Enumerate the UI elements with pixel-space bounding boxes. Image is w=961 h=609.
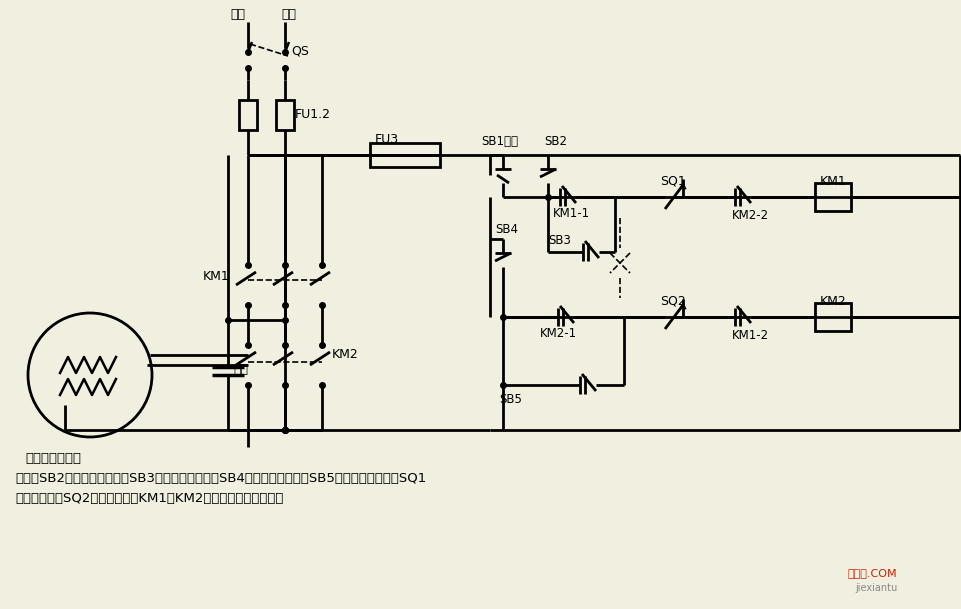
Bar [814,183,850,211]
Text: SB1停止: SB1停止 [480,135,517,148]
Bar [814,303,850,331]
Text: KM2: KM2 [819,295,846,308]
Text: 电容: 电容 [233,363,248,376]
Text: KM1: KM1 [203,270,230,283]
Text: jiexiantu: jiexiantu [854,583,897,593]
Text: SQ1: SQ1 [659,175,685,188]
Bar [238,100,257,130]
Text: KM2-1: KM2-1 [539,327,577,340]
Text: SB2: SB2 [543,135,566,148]
Text: KM2: KM2 [332,348,358,361]
Text: 火线: 火线 [230,8,245,21]
Text: KM1-1: KM1-1 [553,207,589,220]
Text: FU1.2: FU1.2 [295,108,331,121]
Text: FU3: FU3 [375,133,399,146]
Text: KM1-2: KM1-2 [731,329,769,342]
Text: 接线图.COM: 接线图.COM [847,568,897,578]
Text: SB5: SB5 [499,393,521,406]
Text: SQ2: SQ2 [659,295,685,308]
Text: QS: QS [290,44,308,57]
Text: SB4: SB4 [495,223,517,236]
Text: 为最高限位，SQ2为最低限位。KM1、KM2可用中间继电器代替。: 为最高限位，SQ2为最低限位。KM1、KM2可用中间继电器代替。 [15,492,283,505]
Bar [370,143,439,167]
Text: 单相电容电动机: 单相电容电动机 [25,452,81,465]
Text: KM2-2: KM2-2 [731,209,769,222]
Text: 零线: 零线 [281,8,296,21]
Bar [276,100,294,130]
Text: 说明：SB2为上升启动按钮，SB3为上升点动按钮，SB4为下降启动按钮，SB5为下降点动按钮；SQ1: 说明：SB2为上升启动按钮，SB3为上升点动按钮，SB4为下降启动按钮，SB5为… [15,472,426,485]
Text: SB3: SB3 [548,234,570,247]
Text: KM1: KM1 [819,175,846,188]
